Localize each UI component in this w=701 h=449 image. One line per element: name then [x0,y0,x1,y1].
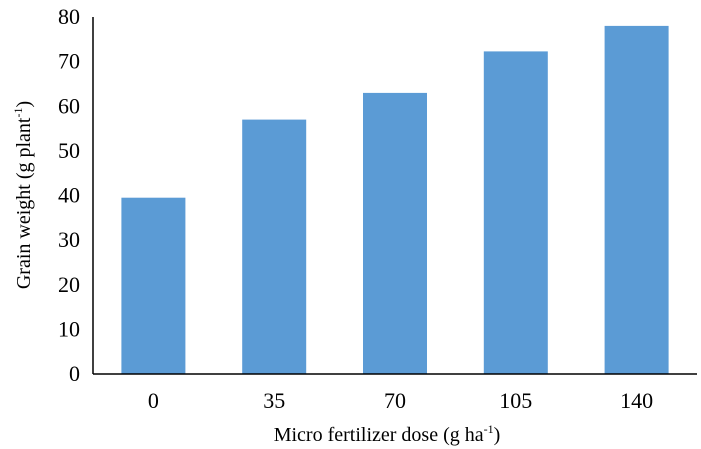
y-tick-label-70: 70 [58,49,80,74]
x-tick-label-140: 140 [620,388,653,413]
y-tick-label-30: 30 [58,227,80,252]
y-tick-labels: 0 10 20 30 40 50 60 70 80 [58,4,80,386]
y-tick-label-0: 0 [69,361,80,386]
x-tick-labels: 0 35 70 105 140 [148,388,653,413]
y-axis-title-text: Grain weight (g plant [13,117,35,289]
x-tick-label-70: 70 [384,388,406,413]
x-tick-label-35: 35 [263,388,285,413]
bar-35 [242,119,307,374]
bar-140 [604,25,669,375]
bars-group [121,25,669,375]
axes-group [92,17,697,375]
y-tick-label-80: 80 [58,4,80,29]
x-axis-title-superscript: -1 [484,422,494,436]
y-tick-label-40: 40 [58,183,80,208]
y-axis-title: Grain weight (g plant-1) [11,101,35,289]
x-axis-title: Micro fertilizer dose (g ha-1) [274,422,501,446]
x-axis-title-close: ) [494,424,501,446]
x-tick-label-0: 0 [148,388,159,413]
y-tick-label-60: 60 [58,93,80,118]
y-axis-title-close: ) [13,101,35,108]
x-axis-title-text: Micro fertilizer dose (g ha [274,424,484,446]
bar-70 [363,92,427,375]
x-tick-label-105: 105 [499,388,532,413]
bar-105 [483,51,548,375]
bar-0 [121,197,186,374]
y-tick-label-50: 50 [58,138,80,163]
y-axis-title-superscript: -1 [11,108,25,118]
y-tick-label-10: 10 [58,316,80,341]
y-tick-label-20: 20 [58,272,80,297]
